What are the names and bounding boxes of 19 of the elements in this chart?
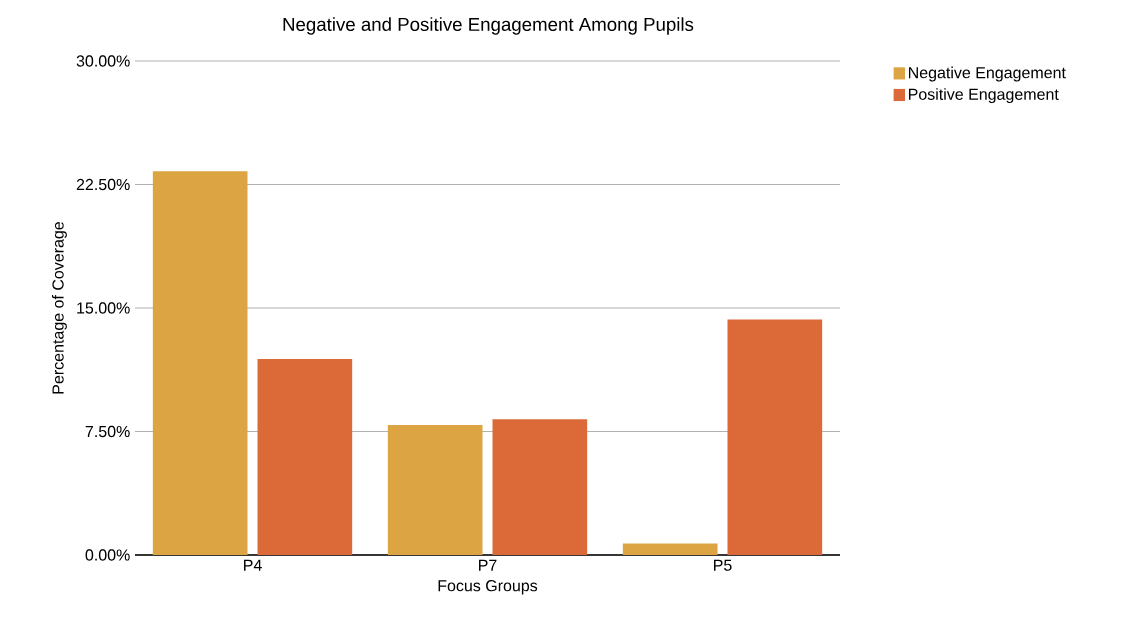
y-tick-label: 30.00%	[76, 55, 130, 67]
x-tick-label: P5	[714, 559, 732, 571]
y-tick-label: 15.00%	[77, 302, 130, 314]
legend-label: Positive Engagement	[908, 88, 1059, 104]
bar	[492, 419, 588, 555]
y-axis-title: Percentage of Coverage	[51, 222, 67, 394]
y-tick-label: 0.00%	[85, 549, 130, 561]
bar	[257, 359, 353, 555]
y-tick-label: 22.50%	[76, 178, 130, 191]
x-tick-label: P4	[244, 559, 262, 571]
x-tick-label: P7	[479, 559, 497, 571]
y-tick-label: 7.50%	[85, 425, 130, 438]
bar	[387, 424, 483, 555]
chart-title: Negative and Positive Engagement Among Pupils	[283, 17, 694, 35]
bar	[152, 171, 248, 555]
bar	[727, 319, 823, 555]
x-axis-title: Focus Groups	[438, 580, 538, 595]
legend-label: Negative Engagement	[908, 66, 1066, 82]
bar	[622, 543, 718, 555]
